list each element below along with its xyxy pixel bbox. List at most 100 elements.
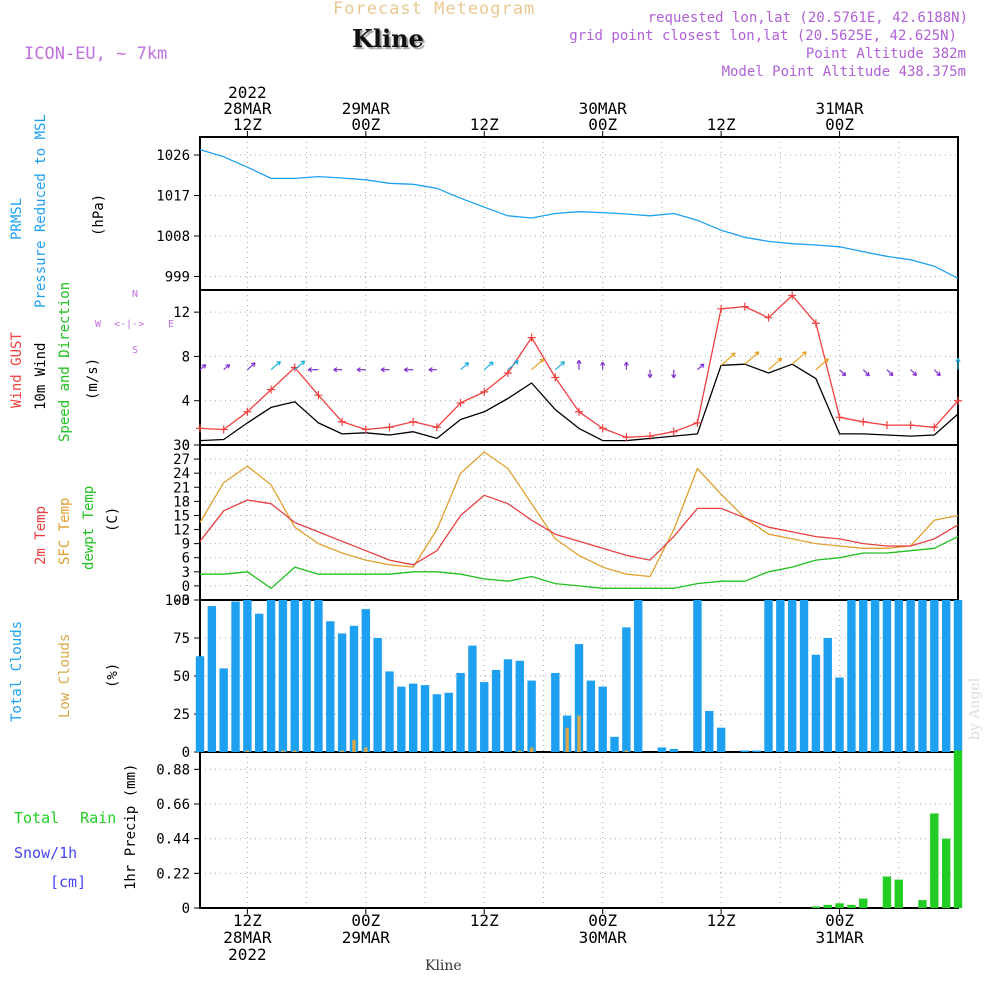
wind-arrow-head — [464, 362, 470, 367]
gust-marker — [361, 425, 370, 434]
rain-bar — [859, 898, 868, 908]
total-clouds-bar — [953, 600, 963, 752]
wind-arrow-head — [333, 367, 338, 373]
wind-direction-arrow — [697, 363, 705, 371]
total-clouds-bar — [373, 638, 382, 752]
total-clouds-bar — [823, 638, 832, 752]
wind-direction-arrow — [531, 358, 544, 371]
total-clouds-bar — [503, 659, 513, 752]
wind-arrow-head — [730, 352, 736, 358]
temp-label-sfc: SFC Temp — [57, 497, 73, 565]
y-tick-label: 9 — [182, 537, 190, 553]
total-clouds-bar — [551, 672, 560, 752]
dewpt-line — [200, 536, 959, 589]
gust-marker — [859, 417, 868, 426]
time-label-bottom: 00Z — [588, 911, 617, 930]
wind-arrow-head — [428, 367, 433, 373]
gust-marker — [551, 373, 560, 382]
low-clouds-bar — [340, 750, 344, 752]
y-tick-label: -3 — [173, 593, 190, 609]
pressure-label-msl: Pressure Reduced to MSL — [33, 114, 49, 308]
temp-2m-line — [199, 494, 959, 566]
total-clouds-bar — [515, 660, 524, 752]
pressure-line — [199, 148, 959, 279]
wind-label-10m: 10m Wind — [33, 342, 49, 410]
y-tick-label: 30 — [173, 438, 190, 454]
requested-coords: requested lon,lat (20.5761E, 42.6188N) — [647, 10, 968, 26]
clouds-label-low: Low Clouds — [57, 633, 73, 718]
time-label-bottom: 28MAR — [223, 928, 272, 947]
point-altitude: Point Altitude 382m — [805, 46, 966, 62]
compass-s: S — [132, 345, 139, 356]
time-label-bottom: 12Z — [707, 911, 736, 930]
precip-unit: 1hr Precip (mm) — [123, 763, 139, 890]
wind-arrow-head — [307, 367, 312, 373]
gust-marker — [811, 319, 820, 328]
wind-direction-arrow — [199, 364, 207, 371]
y-tick-label: 0.88 — [156, 762, 190, 778]
wind-direction-arrow — [791, 351, 807, 365]
total-clouds-bar — [349, 625, 359, 752]
total-clouds-bar — [527, 680, 536, 752]
time-label-top: 00Z — [351, 115, 380, 134]
wind-speed-line — [199, 363, 959, 442]
gust-marker — [693, 418, 702, 427]
total-clouds-bar — [420, 685, 430, 752]
rain-bar — [882, 876, 892, 908]
total-clouds-bar — [598, 686, 607, 752]
y-tick-label: 50 — [173, 669, 190, 685]
wind-arrow-head — [201, 364, 207, 369]
wind-label-gust: Wind GUST — [9, 332, 25, 408]
gust-marker — [527, 333, 536, 342]
y-tick-label: 8 — [182, 349, 190, 365]
time-label-top: 2022 — [228, 83, 267, 102]
time-label-top: 31MAR — [815, 99, 864, 118]
station-name: Kline — [352, 24, 424, 53]
sfc-temp-line — [199, 451, 959, 578]
y-tick-label: 15 — [173, 508, 190, 524]
time-label-bottom: 2022 — [228, 945, 267, 964]
rain-bar — [894, 879, 903, 908]
time-label-bottom: 00Z — [351, 911, 380, 930]
total-clouds-bar — [397, 686, 406, 752]
total-clouds-bar — [716, 727, 726, 752]
time-label-bottom: 12Z — [233, 911, 262, 930]
gust-marker — [882, 421, 891, 430]
total-clouds-bar — [882, 600, 892, 752]
low-clouds-bar — [518, 750, 522, 752]
y-tick-label: 3 — [182, 565, 190, 581]
total-clouds-bar — [918, 600, 927, 752]
gust-marker — [503, 369, 512, 378]
total-clouds-bar — [456, 672, 465, 752]
y-tick-label: 0.66 — [156, 797, 190, 813]
gust-marker — [385, 423, 394, 432]
gust-marker — [314, 391, 323, 400]
wind-arrow-head — [802, 351, 807, 356]
footer-station: Kline — [425, 958, 462, 974]
gust-marker — [243, 407, 252, 416]
total-clouds-bar — [326, 621, 335, 752]
watermark: by Angel — [967, 677, 983, 740]
wind-direction-arrow — [815, 358, 829, 371]
total-clouds-bar — [586, 680, 596, 752]
wind-direction-arrow — [839, 369, 847, 377]
wind-arrow-head — [865, 371, 870, 377]
gust-marker — [835, 413, 844, 422]
wind-label-direction: Speed and Direction — [57, 281, 73, 442]
gust-marker — [930, 423, 939, 432]
total-clouds-bar — [432, 694, 442, 752]
gust-marker — [764, 313, 773, 322]
wind-arrow-head — [623, 361, 629, 366]
total-clouds-bar — [634, 600, 643, 752]
total-clouds-bar — [811, 654, 821, 752]
total-clouds-bar — [278, 600, 288, 752]
y-tick-label: 18 — [173, 494, 190, 510]
y-tick-label: 4 — [182, 394, 190, 410]
wind-arrow-head — [300, 360, 306, 365]
gust-marker — [646, 432, 655, 441]
wind-direction-arrow — [270, 361, 281, 371]
total-clouds-bar — [255, 613, 264, 752]
low-clouds-bar — [364, 747, 368, 752]
